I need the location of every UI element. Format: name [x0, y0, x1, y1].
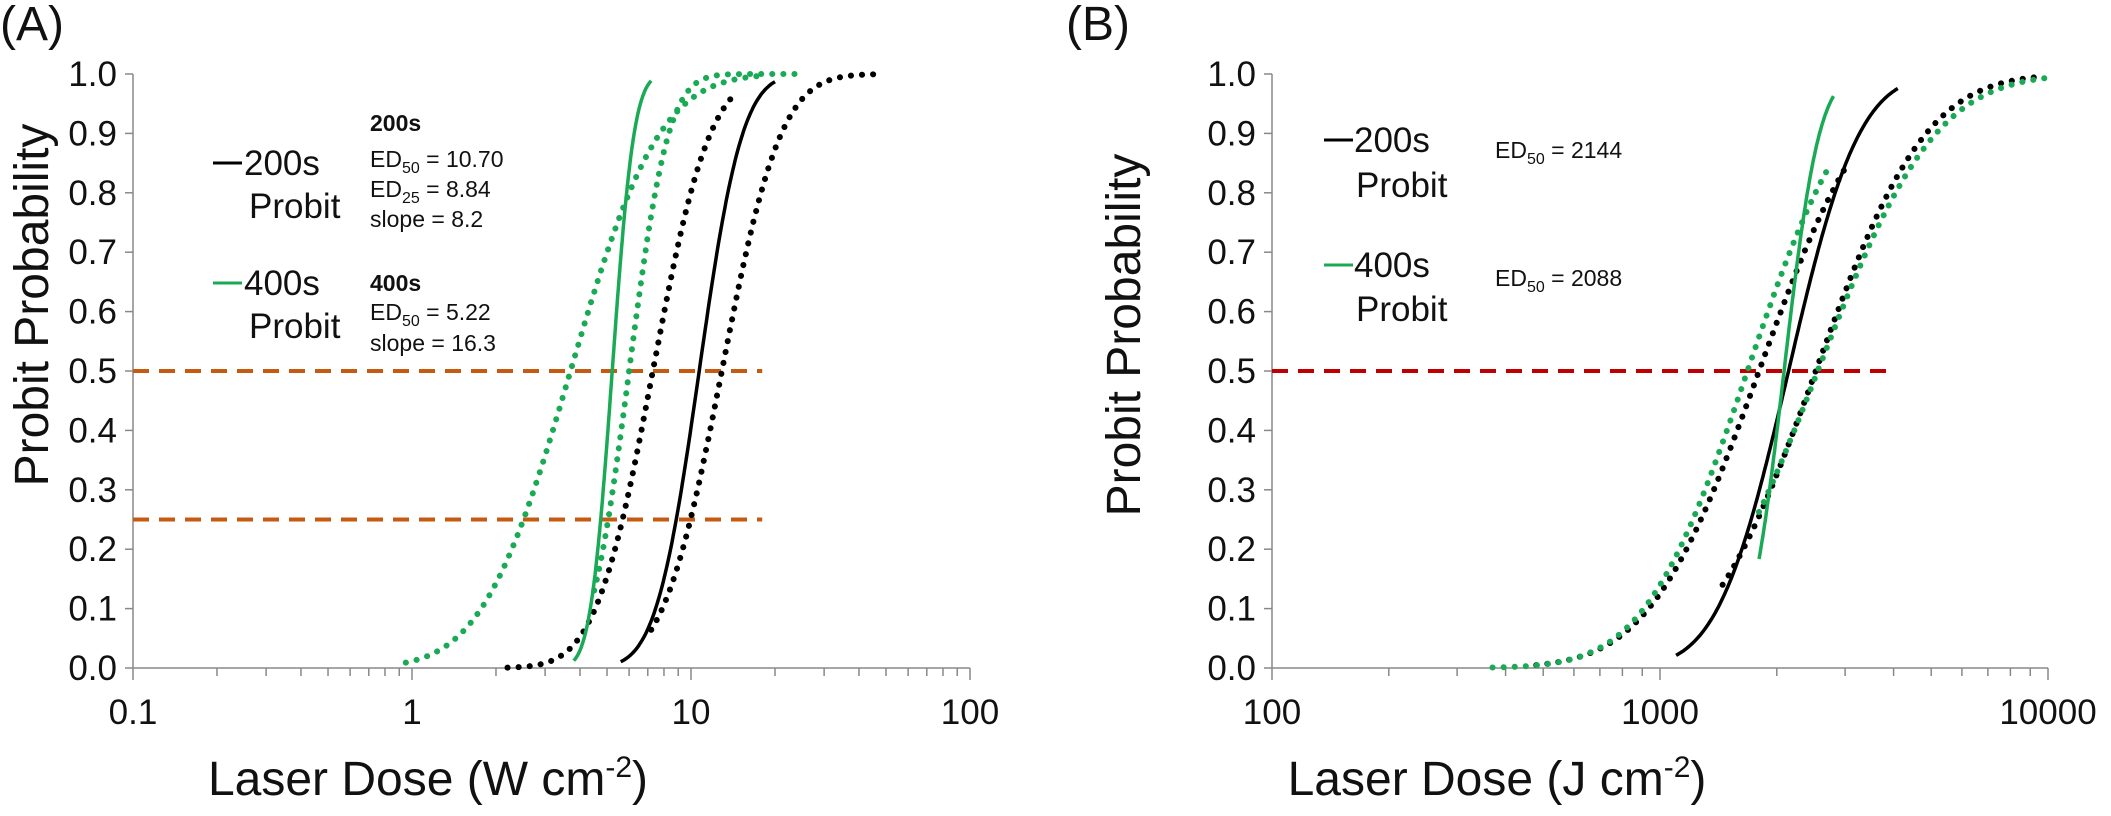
- panel-a-series-200s-lower-ci: [504, 90, 739, 671]
- panel-b-y-tick-label: 0.2: [1207, 530, 1256, 569]
- panel-a-series-400s-lower-ci: [402, 73, 762, 666]
- panel-b-x-tick-label: 10000: [1999, 693, 2096, 732]
- panel-b-stats-200s-ed50: ED50 = 2144: [1495, 137, 1622, 168]
- panel-b-series-400s-upper-ci: [1756, 74, 2051, 515]
- panel-a-x-tick-label: 0.1: [109, 693, 158, 732]
- panel-b-legend-400s-label2: Probit: [1356, 290, 1448, 329]
- panel-b-y-tick-label: 0.8: [1207, 174, 1256, 213]
- panel-b-y-tick-label: 0.4: [1207, 411, 1256, 450]
- panel-b-y-tick-label: 0.5: [1207, 352, 1256, 391]
- panel-a-x-tick-label: 10: [672, 693, 711, 732]
- panel-b-y-tick-label: 0.3: [1207, 471, 1256, 510]
- panel-a-legend-200s-label: 200s: [244, 144, 320, 183]
- panel-b-stats-400s-ed50: ED50 = 2088: [1495, 265, 1622, 296]
- panel-a-legend-400s-label2: Probit: [249, 307, 341, 346]
- panel-b-series-400s-probit: [1757, 95, 1836, 560]
- panel-a-legend-400s-label: 400s: [244, 264, 320, 303]
- panel-a-series-200s-upper-ci: [648, 71, 885, 633]
- panel-b-x-tick-label: 100: [1243, 693, 1301, 732]
- panel-a-stats-200s-ed25: ED25 = 8.84: [370, 176, 491, 207]
- panel-a-stats-400s-slope: slope = 16.3: [370, 330, 496, 356]
- panel-a-y-tick-label: 0.1: [68, 590, 117, 629]
- panel-a-y-tick-label: 0.9: [68, 114, 117, 153]
- panel-a-y-tick-label: 0.0: [68, 649, 117, 688]
- panel-a-stats-400s-title: 400s: [370, 270, 421, 296]
- panel-b-legend-200s-label: 200s: [1354, 121, 1430, 160]
- panel-a-y-tick-label: 0.2: [68, 530, 117, 569]
- panel-a-y-tick-label: 0.5: [68, 352, 117, 391]
- panel-b-letter: (B): [1066, 0, 1130, 51]
- panel-b-xlabel: Laser Dose (J cm-2): [1288, 751, 1707, 806]
- panel-a-series-400s-probit: [572, 79, 653, 662]
- panel-b-ylabel: Probit Probability: [1098, 154, 1151, 517]
- panel-b-y-tick-label: 0.0: [1207, 649, 1256, 688]
- panel-a-y-tick-label: 0.6: [68, 293, 117, 332]
- panel-a-stats-200s-ed50: ED50 = 10.70: [370, 146, 504, 177]
- panel-a-y-tick-label: 0.3: [68, 471, 117, 510]
- panel-a-legend-200s-label2: Probit: [249, 187, 341, 226]
- panel-b-series-200s-lower-ci: [1533, 165, 1849, 669]
- panel-a-letter: (A): [0, 0, 64, 51]
- panel-b-legend-400s-label: 400s: [1354, 246, 1430, 285]
- panel-b-series-200s-probit: [1675, 86, 1899, 657]
- panel-b-y-tick-label: 0.1: [1207, 590, 1256, 629]
- panel-a-y-tick-label: 0.4: [68, 411, 117, 450]
- panel-a-ylabel: Probit Probability: [6, 124, 59, 487]
- panel-b-x-tick-label: 1000: [1621, 693, 1699, 732]
- panel-b-legend-200s-label2: Probit: [1356, 166, 1448, 205]
- panel-b-y-tick-label: 0.7: [1207, 233, 1256, 272]
- panel-a-stats-200s-title: 200s: [370, 110, 421, 136]
- panel-a-xlabel: Laser Dose (W cm-2): [208, 751, 648, 806]
- panel-b: (B) Probit Probability Laser Dose (J cm-…: [1066, 0, 2097, 806]
- panel-b-series-200s-upper-ci: [1719, 73, 2043, 588]
- panel-a-stats-400s-ed50: ED50 = 5.22: [370, 299, 491, 330]
- panel-a: (A) Probit Probability Laser Dose (W cm-…: [0, 0, 999, 806]
- panel-a-stats-200s-slope: slope = 8.2: [370, 206, 483, 232]
- panel-a-y-tick-label: 1.0: [68, 55, 117, 94]
- panel-b-y-tick-label: 0.9: [1207, 114, 1256, 153]
- panel-a-y-tick-label: 0.7: [68, 233, 117, 272]
- panel-a-x-tick-label: 1: [402, 693, 421, 732]
- panel-a-series-200s-probit: [619, 80, 776, 664]
- panel-a-x-tick-label: 100: [941, 693, 999, 732]
- panel-a-series-400s-upper-ci: [591, 71, 801, 594]
- panel-a-y-tick-label: 0.8: [68, 174, 117, 213]
- panel-b-series-400s-lower-ci: [1489, 166, 1831, 671]
- panel-b-y-tick-label: 1.0: [1207, 55, 1256, 94]
- panel-b-y-tick-label: 0.6: [1207, 293, 1256, 332]
